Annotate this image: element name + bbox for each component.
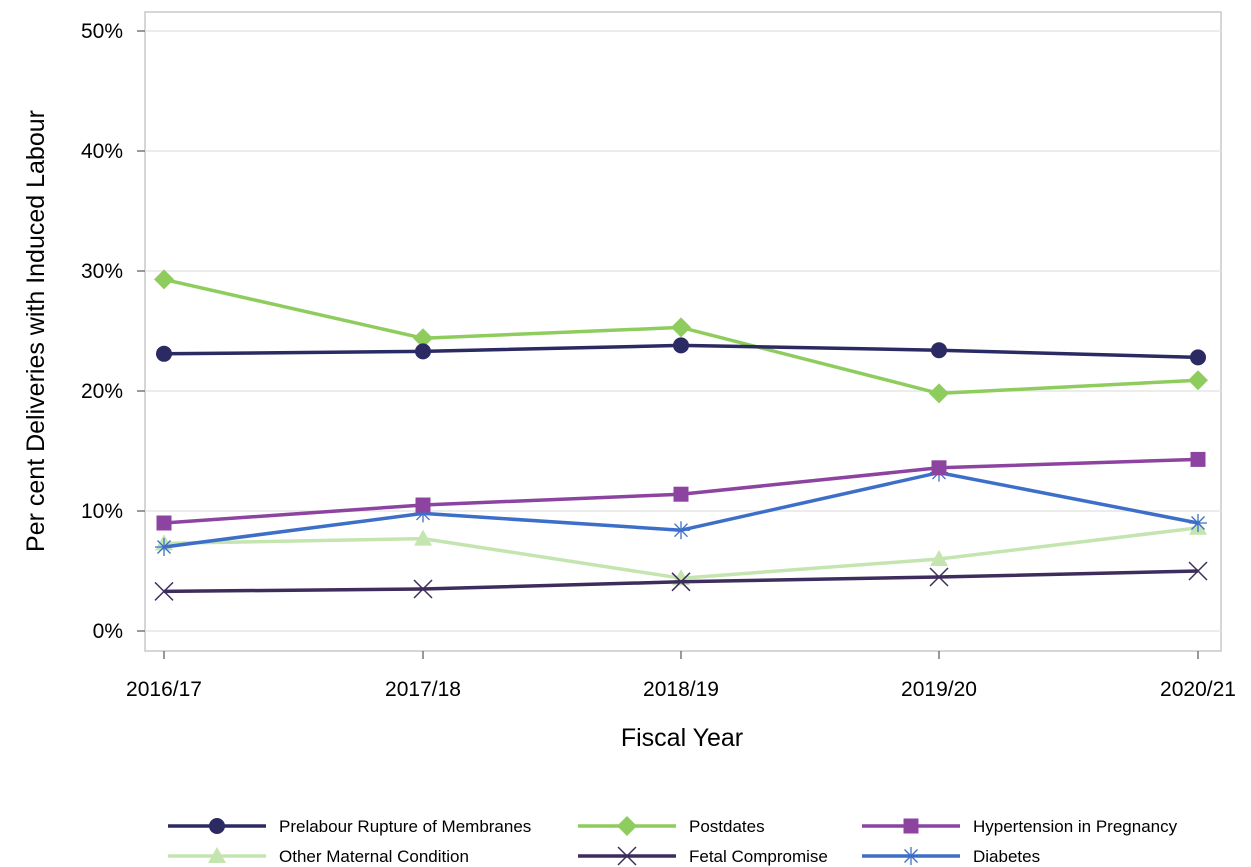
y-axis: 0% 10% 20% 30% 40% 50% (81, 20, 145, 643)
x-tick-label: 2020/21 (1160, 678, 1236, 701)
series-postdates (154, 269, 1208, 404)
data-point (1190, 451, 1206, 467)
x-tick-label: 2016/17 (126, 678, 202, 701)
legend-label: Diabetes (973, 847, 1040, 866)
legend-marker (208, 847, 226, 863)
legend-entry: Fetal Compromise (578, 846, 828, 866)
x-tick-label: 2018/19 (643, 678, 719, 701)
legend-label: Hypertension in Pregnancy (973, 817, 1178, 836)
data-point (413, 328, 433, 349)
x-axis-title: Fiscal Year (621, 724, 743, 752)
data-point (929, 383, 949, 404)
x-tick-label: 2019/20 (901, 678, 977, 701)
data-point (415, 343, 431, 360)
data-point (1188, 370, 1208, 391)
data-point (673, 486, 689, 502)
data-point (156, 345, 172, 362)
data-point (671, 317, 691, 338)
data-point (931, 460, 947, 476)
legend-label: Postdates (689, 817, 765, 836)
series-group (154, 269, 1208, 601)
data-point (929, 567, 949, 587)
legend-marker (617, 816, 637, 836)
y-tick-label: 20% (81, 380, 123, 403)
series-hypertension-in-pregnancy (156, 451, 1206, 531)
legend-entry: Postdates (578, 816, 765, 836)
data-point (414, 529, 432, 546)
legend: Prelabour Rupture of Membranes Postdates H… (168, 816, 1178, 866)
data-point (415, 497, 431, 513)
data-point (1188, 561, 1208, 581)
legend-marker (903, 818, 919, 834)
x-tick-label: 2017/18 (385, 678, 461, 701)
legend-marker (902, 847, 920, 865)
series-prelabour-rupture-of-membranes (156, 337, 1206, 366)
data-point (931, 342, 947, 359)
legend-marker (209, 818, 225, 834)
legend-entry: Prelabour Rupture of Membranes (168, 817, 531, 836)
x-axis: 2016/17 2017/18 2018/19 2019/20 2020/21 (126, 651, 1236, 701)
legend-entry: Hypertension in Pregnancy (862, 817, 1178, 836)
series-fetal-compromise (154, 561, 1208, 601)
data-point (1190, 349, 1206, 366)
legend-label: Other Maternal Condition (279, 847, 469, 866)
data-point (671, 572, 691, 592)
data-point (1189, 514, 1207, 532)
legend-entry: Diabetes (862, 847, 1040, 866)
y-axis-title: Per cent Deliveries with Induced Labour (22, 110, 50, 552)
y-tick-label: 10% (81, 500, 123, 523)
y-tick-label: 40% (81, 140, 123, 163)
y-tick-label: 0% (93, 620, 123, 643)
data-point (672, 521, 690, 540)
data-point (930, 550, 948, 566)
data-point (154, 269, 174, 290)
y-tick-label: 30% (81, 260, 123, 283)
data-point (673, 337, 689, 354)
plot-frame (144, 11, 1222, 652)
data-point (413, 579, 433, 599)
data-point (156, 515, 172, 531)
legend-label: Fetal Compromise (689, 847, 828, 866)
data-point (154, 581, 174, 601)
legend-marker (617, 846, 637, 866)
data-point (155, 538, 173, 556)
legend-entry: Other Maternal Condition (168, 847, 469, 866)
legend-label: Prelabour Rupture of Membranes (279, 817, 531, 836)
y-tick-label: 50% (81, 20, 123, 43)
